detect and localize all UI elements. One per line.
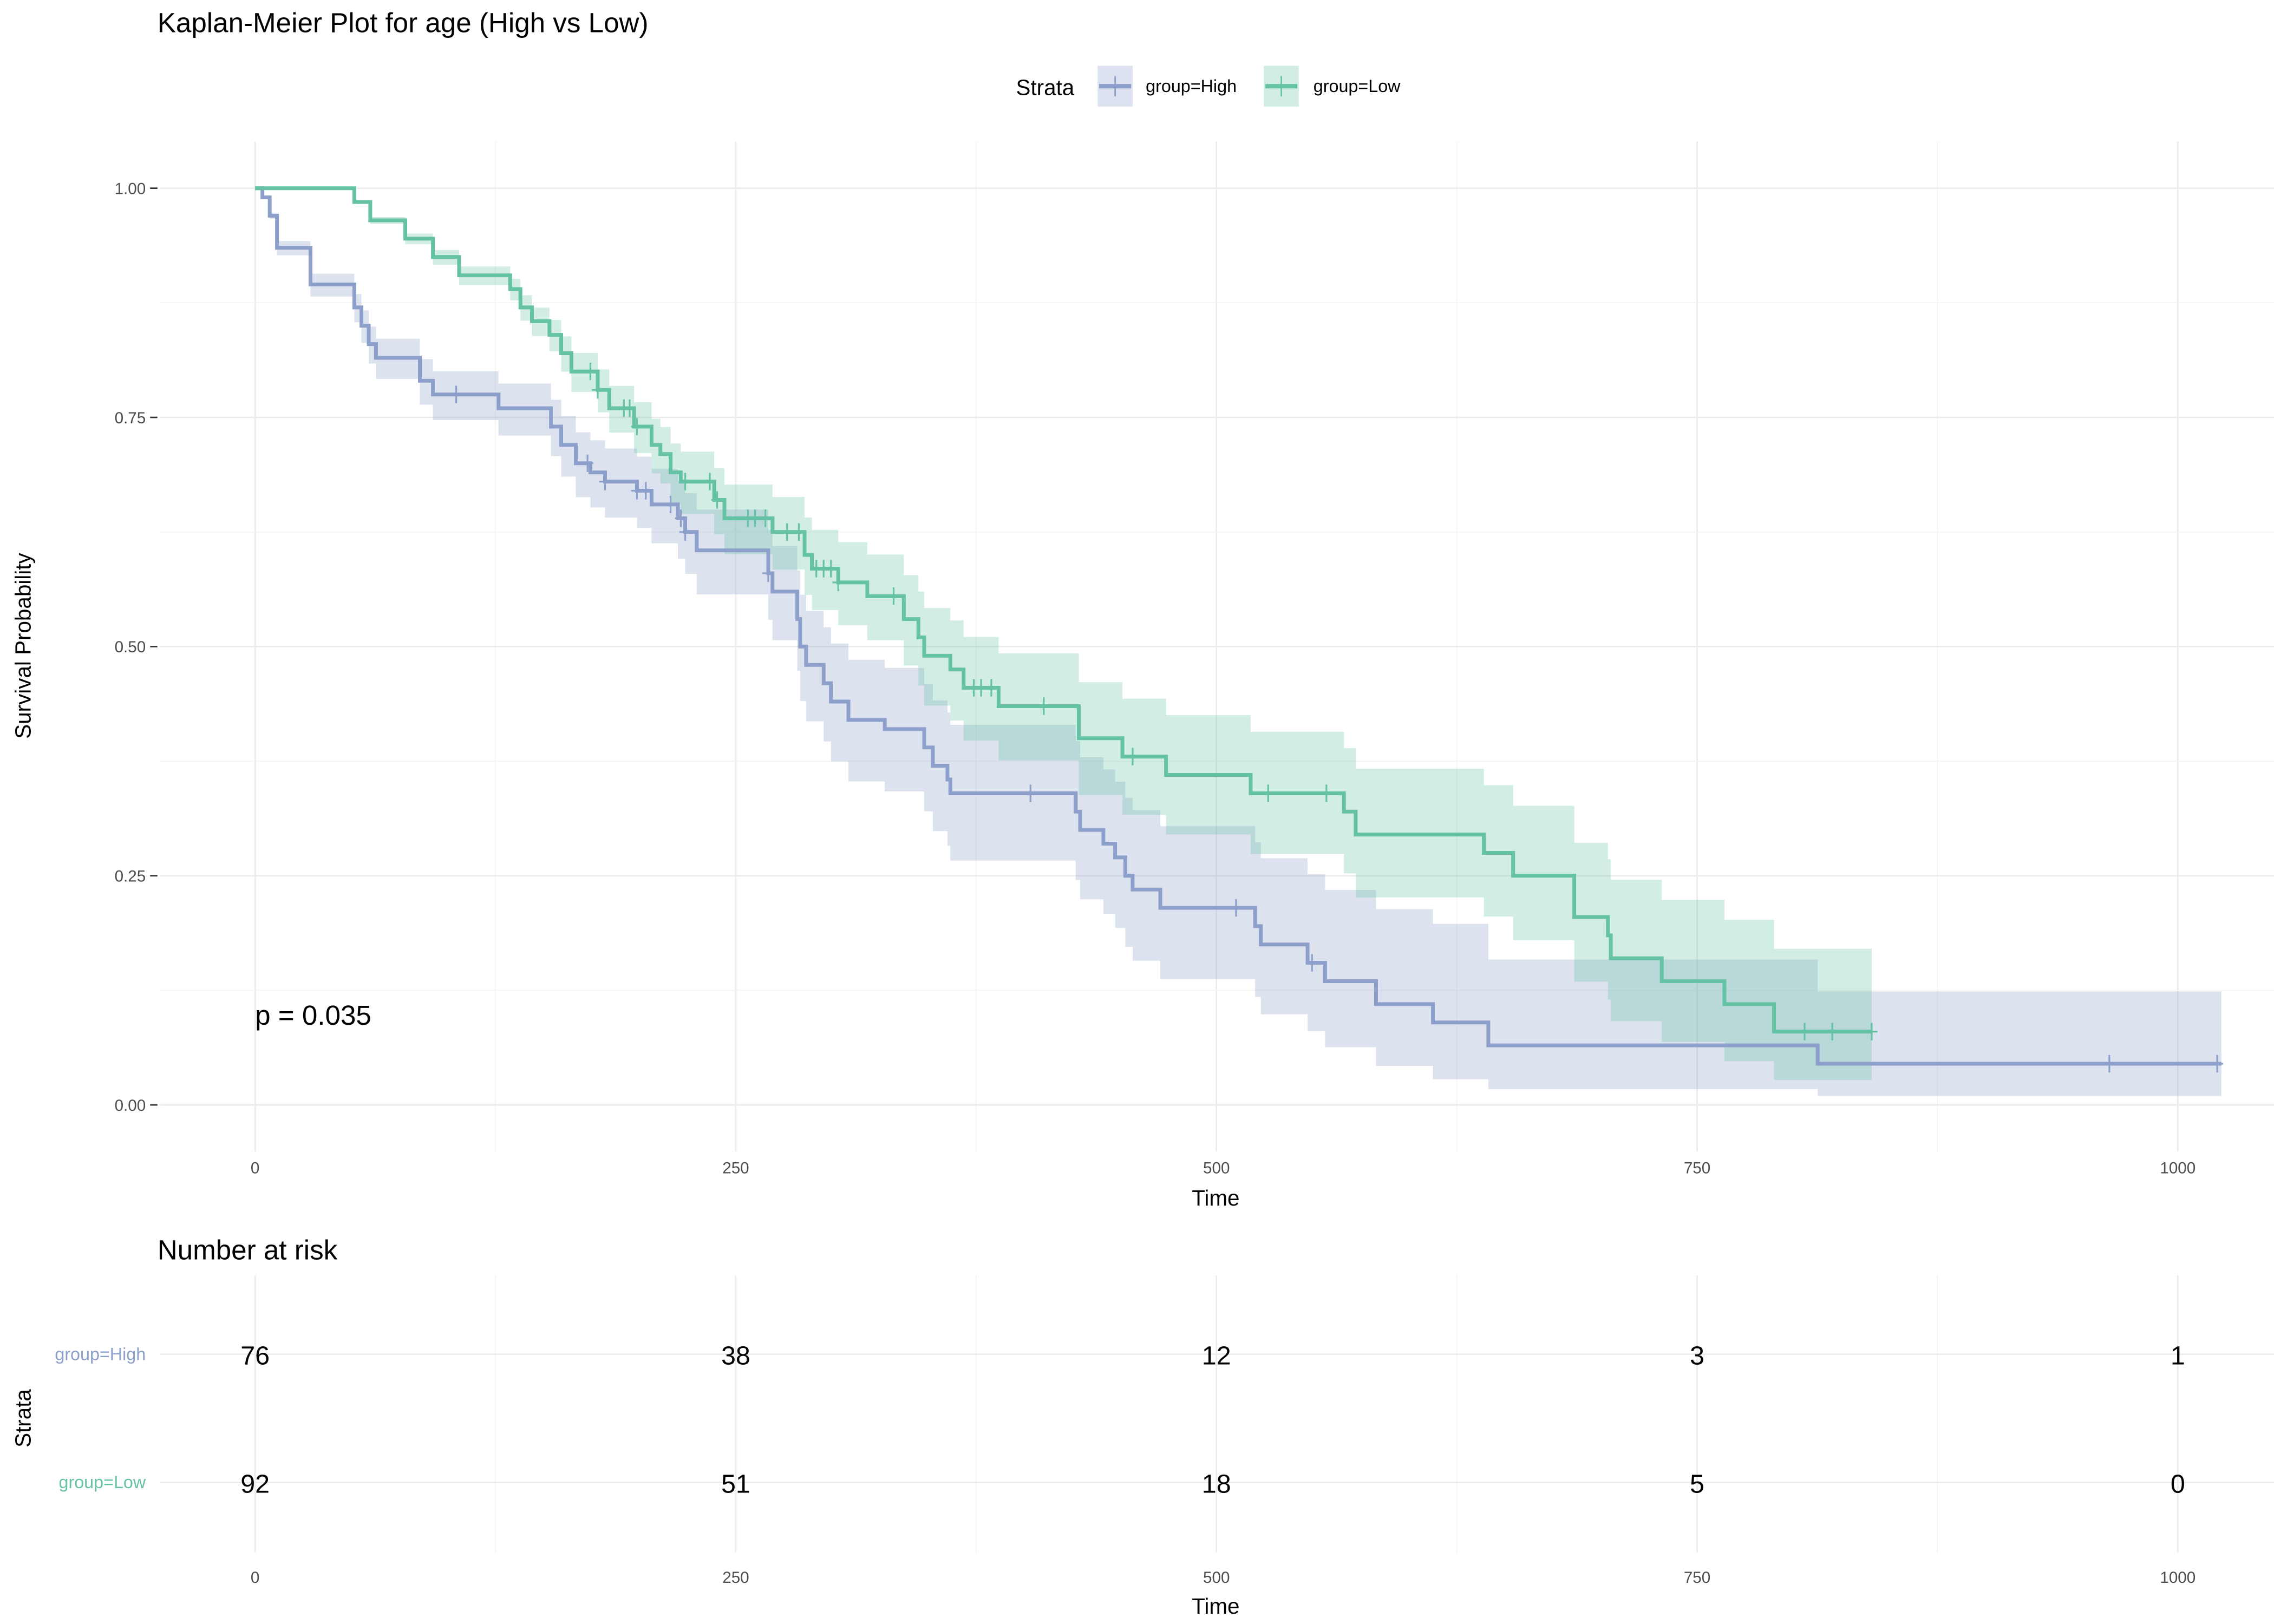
y-axis-label: Survival Probability: [11, 553, 36, 739]
risk-count: 1: [2171, 1341, 2185, 1370]
risk-y-axis-label: Strata: [11, 1389, 36, 1448]
risk-table-title: Number at risk: [158, 1235, 338, 1266]
survival-curves: [255, 186, 2223, 1073]
confidence-band-high: [255, 188, 2221, 1096]
censor-mark-low: [631, 417, 643, 436]
y-tick-label: 0.25: [115, 868, 146, 886]
risk-table-grid: [160, 1275, 2274, 1553]
risk-x-tick-label: 1000: [2160, 1569, 2195, 1587]
risk-x-tick-label: 0: [251, 1569, 259, 1587]
survival-curve-low: [255, 186, 1872, 1034]
risk-x-tick-label: 750: [1684, 1569, 1710, 1587]
survival-curve-high: [255, 186, 2221, 1066]
censor-mark-high: [450, 385, 462, 403]
legend-label-high: group=High: [1146, 76, 1237, 96]
censor-mark-low: [887, 587, 900, 605]
censor-mark-high: [762, 564, 774, 582]
risk-count: 5: [1690, 1469, 1704, 1498]
censor-mark-low: [1321, 784, 1332, 802]
risk-x-axis-label: Time: [1192, 1594, 1239, 1619]
risk-count: 51: [721, 1469, 750, 1498]
risk-x-tick-label: 500: [1203, 1569, 1230, 1587]
censor-mark-low: [832, 573, 844, 592]
censor-mark-low: [624, 399, 636, 417]
x-tick-label: 750: [1684, 1160, 1710, 1177]
risk-row-label: group=High: [55, 1344, 146, 1364]
risk-count: 92: [240, 1469, 270, 1498]
censor-mark-low: [1826, 1023, 1838, 1040]
censor-mark-low: [1262, 784, 1275, 802]
legend-title: Strata: [1016, 75, 1075, 100]
legend-label-low: group=Low: [1314, 76, 1401, 96]
censor-mark-low: [781, 523, 793, 541]
censor-mark-low: [749, 509, 761, 527]
risk-count: 38: [721, 1341, 750, 1370]
censor-mark-high: [664, 495, 677, 514]
risk-count: 0: [2171, 1469, 2185, 1498]
censor-mark-low: [1127, 748, 1139, 765]
censor-mark-high: [1306, 954, 1318, 972]
chart-title: Kaplan-Meier Plot for age (High vs Low): [158, 8, 649, 38]
y-tick-label: 1.00: [115, 180, 146, 198]
censor-mark-high: [1230, 899, 1242, 917]
censor-mark-high: [679, 523, 691, 541]
censor-mark-low: [704, 473, 716, 490]
censor-mark-high: [675, 509, 687, 527]
censor-mark-low: [584, 363, 597, 381]
plot-grid: [160, 141, 2274, 1152]
y-tick-label: 0.75: [115, 409, 146, 427]
censor-mark-low: [759, 509, 772, 527]
x-tick-label: 0: [251, 1160, 259, 1177]
censor-mark-low: [793, 523, 805, 541]
y-tick-label: 0.50: [115, 638, 146, 656]
censor-mark-low: [825, 560, 837, 578]
risk-row-label: group=Low: [59, 1472, 146, 1492]
censor-mark-low: [592, 381, 604, 399]
risk-count: 3: [1690, 1341, 1704, 1370]
x-tick-label: 1000: [2160, 1160, 2195, 1177]
censor-mark-low: [985, 679, 997, 697]
axis-ticks: 0.00 0.25 0.50 0.75 1.00 0 250 500 750 1000: [115, 180, 2196, 1177]
confidence-band-low: [255, 188, 1872, 1081]
confidence-bands: [255, 188, 2221, 1096]
censor-mark-low: [711, 491, 723, 509]
censor-mark-high: [581, 454, 593, 472]
censor-mark-low: [1866, 1023, 1878, 1040]
censor-mark-low: [1038, 697, 1050, 715]
y-tick-label: 0.00: [115, 1097, 146, 1115]
risk-count: 12: [1202, 1341, 1231, 1370]
p-value-annotation: p = 0.035: [255, 1000, 371, 1031]
risk-count: 18: [1202, 1469, 1231, 1498]
x-tick-label: 500: [1203, 1160, 1230, 1177]
censor-mark-high: [639, 482, 652, 500]
censor-mark-high: [599, 473, 611, 490]
x-axis-label: Time: [1192, 1186, 1239, 1210]
censor-mark-high: [2103, 1055, 2115, 1073]
risk-count: 76: [240, 1341, 270, 1370]
censor-mark-high: [1024, 784, 1037, 802]
x-tick-label: 250: [722, 1160, 749, 1177]
censor-mark-low: [975, 679, 987, 697]
censor-mark-low: [679, 473, 691, 490]
legend: Strata group=High group=Low: [1016, 66, 1401, 107]
risk-x-tick-label: 250: [722, 1569, 749, 1587]
censor-mark-low: [1799, 1023, 1811, 1040]
censor-mark-high: [2211, 1055, 2223, 1073]
